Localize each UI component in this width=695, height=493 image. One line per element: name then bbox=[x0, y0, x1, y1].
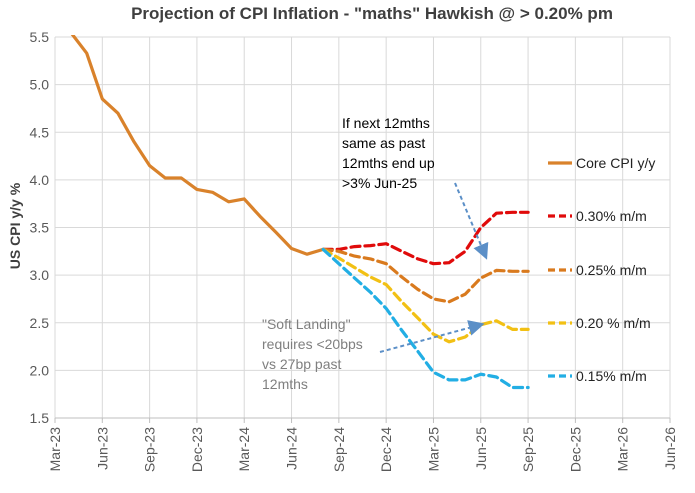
legend: Core CPI y/y 0.30% m/m 0.25% m/m 0.20 % m/m… bbox=[548, 155, 655, 384]
x-tick-label: Sep-25 bbox=[520, 427, 536, 472]
annotation-line: If next 12mths bbox=[342, 115, 430, 131]
y-tick-label: 4.5 bbox=[30, 124, 50, 140]
y-tick-label: 1.5 bbox=[30, 410, 50, 426]
legend-label: 0.15% m/m bbox=[576, 368, 647, 384]
annotations: If next 12mths same as past 12mths end up >… bbox=[262, 115, 489, 392]
x-tick-label: Mar-26 bbox=[615, 427, 631, 472]
annotation-line: same as past bbox=[342, 135, 425, 151]
x-tick-label: Mar-23 bbox=[47, 427, 63, 472]
x-tick-label: Sep-24 bbox=[331, 427, 347, 472]
annotation-line: 12mths end up bbox=[342, 155, 435, 171]
legend-label: 0.25% m/m bbox=[576, 262, 647, 278]
annotation-line: 12mths bbox=[262, 376, 308, 392]
annotation-line: vs 27bp past bbox=[262, 356, 341, 372]
x-tick-label: Jun-25 bbox=[473, 427, 489, 470]
series-line bbox=[321, 247, 530, 390]
annotation-line: >3% Jun-25 bbox=[342, 175, 417, 191]
y-tick-label: 2.5 bbox=[30, 315, 50, 331]
series-lines bbox=[70, 35, 530, 390]
legend-label: Core CPI y/y bbox=[576, 155, 655, 171]
x-tick-label: Dec-24 bbox=[378, 427, 394, 472]
annotation-line: "Soft Landing" bbox=[262, 316, 351, 332]
y-tick-label: 5.0 bbox=[30, 77, 50, 93]
x-tick-label: Jun-23 bbox=[94, 427, 110, 470]
y-tick-label: 5.5 bbox=[30, 29, 50, 45]
x-tick-label: Dec-23 bbox=[189, 427, 205, 472]
axes bbox=[54, 417, 671, 423]
y-axis-label: US CPI y/y % bbox=[7, 182, 23, 269]
x-tick-label: Mar-24 bbox=[236, 427, 252, 472]
chart-title: Projection of CPI Inflation - "maths" Ha… bbox=[131, 4, 613, 23]
x-tick-label: Jun-26 bbox=[662, 427, 678, 470]
legend-label: 0.30% m/m bbox=[576, 208, 647, 224]
x-tick-label: Sep-23 bbox=[142, 427, 158, 472]
annotation-arrow bbox=[454, 182, 489, 260]
y-tick-labels: 1.5 2.0 2.5 3.0 3.5 4.0 4.5 5.0 5.5 bbox=[30, 29, 50, 426]
annotation: If next 12mths same as past 12mths end up >… bbox=[342, 115, 489, 260]
gridlines bbox=[54, 36, 671, 419]
legend-label: 0.20 % m/m bbox=[576, 315, 651, 331]
series-line bbox=[70, 35, 325, 256]
annotation: "Soft Landing" requires <20bps vs 27bp pas… bbox=[262, 316, 485, 392]
x-tick-label: Dec-25 bbox=[567, 427, 583, 472]
y-tick-label: 3.5 bbox=[30, 220, 50, 236]
annotation-arrow bbox=[379, 320, 485, 353]
x-tick-labels: Mar-23 Jun-23 Sep-23 Dec-23 Mar-24 Jun-24 Sep-… bbox=[47, 427, 678, 472]
series-line bbox=[321, 210, 530, 266]
annotation-line: requires <20bps bbox=[262, 336, 363, 352]
x-tick-label: Mar-25 bbox=[425, 427, 441, 472]
y-tick-label: 2.0 bbox=[30, 362, 50, 378]
y-tick-label: 3.0 bbox=[30, 267, 50, 283]
series-line bbox=[321, 247, 530, 344]
series-line bbox=[321, 247, 530, 304]
y-tick-label: 4.0 bbox=[30, 172, 50, 188]
x-tick-label: Jun-24 bbox=[284, 427, 300, 470]
